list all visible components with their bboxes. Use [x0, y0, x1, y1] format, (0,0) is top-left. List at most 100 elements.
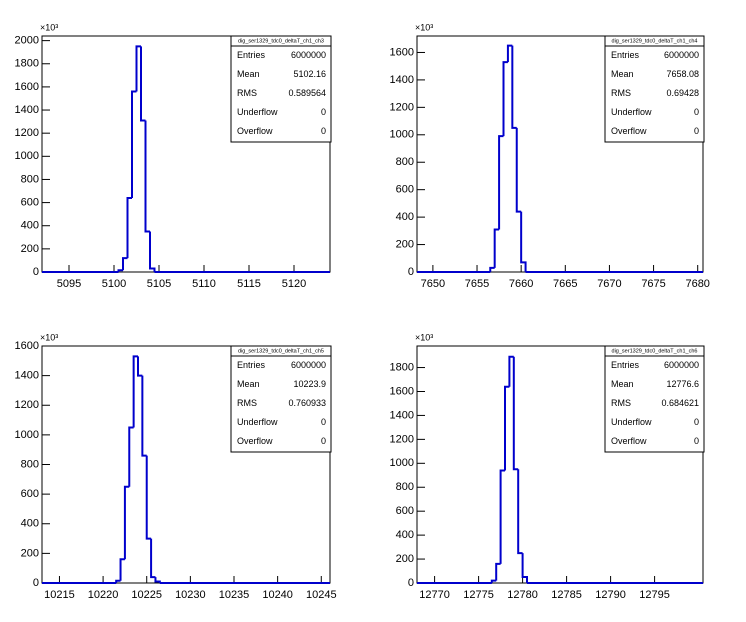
y-tick-label: 400	[396, 529, 414, 541]
x-tick-label: 10245	[306, 589, 337, 601]
y-tick-label: 1400	[15, 104, 39, 116]
x-tick-label: 7655	[465, 278, 489, 290]
y-tick-label: 1600	[15, 340, 39, 352]
stats-label: Mean	[237, 379, 260, 389]
x-tick-label: 7650	[421, 278, 445, 290]
stats-value: 5102.16	[293, 69, 326, 79]
stats-value: 0.589564	[288, 88, 326, 98]
y-tick-label: 800	[21, 458, 39, 470]
y-tick-label: 0	[33, 266, 39, 278]
y-tick-label: 2000	[15, 35, 39, 47]
stats-value: 0.684621	[661, 398, 699, 408]
stats-value: 0	[694, 417, 699, 427]
stats-value: 0	[694, 436, 699, 446]
y-tick-label: 200	[21, 547, 39, 559]
stats-box	[230, 35, 332, 143]
stats-value: 10223.9	[293, 379, 326, 389]
y-tick-label: 600	[396, 505, 414, 517]
y-multiplier: ×10³	[415, 332, 433, 342]
stats-label: RMS	[237, 88, 257, 98]
x-tick-label: 10230	[175, 589, 206, 601]
stats-label: Entries	[237, 360, 266, 370]
x-tick-label: 10235	[219, 589, 250, 601]
histogram-bin	[499, 469, 505, 564]
histogram-bin	[115, 579, 121, 583]
stats-value: 0	[694, 107, 699, 117]
stats-value: 0	[321, 126, 326, 136]
stats-label: Entries	[611, 50, 640, 60]
y-tick-label: 600	[21, 196, 39, 208]
y-tick-label: 1000	[390, 129, 414, 141]
stats-box	[230, 345, 332, 453]
stats-box	[604, 345, 705, 453]
x-tick-label: 5120	[282, 278, 306, 290]
stats-label: Mean	[611, 379, 634, 389]
y-tick-label: 0	[33, 577, 39, 589]
histogram-bin	[126, 196, 132, 259]
stats-title: dig_ser1329_tdc0_deltaT_ch1_ch6	[612, 348, 698, 354]
y-tick-label: 1400	[390, 74, 414, 86]
histogram-bin	[144, 120, 150, 233]
histogram-bin	[123, 485, 130, 560]
stats-label: Underflow	[237, 417, 278, 427]
histogram-bin	[511, 45, 517, 129]
y-tick-label: 1200	[390, 101, 414, 113]
y-tick-label: 600	[396, 184, 414, 196]
histogram-bin	[131, 90, 137, 198]
y-tick-label: 400	[396, 211, 414, 223]
stats-value: 6000000	[664, 360, 699, 370]
histogram-bin	[517, 469, 523, 555]
histogram-bin	[140, 46, 146, 122]
y-multiplier: ×10³	[40, 22, 58, 32]
histogram-bin	[520, 211, 527, 272]
histogram-bin	[495, 562, 501, 581]
y-tick-label: 400	[21, 220, 39, 232]
stats-value: 0.69428	[666, 88, 699, 98]
y-tick-label: 400	[21, 518, 39, 530]
x-tick-label: 7660	[509, 278, 533, 290]
x-tick-label: 7680	[685, 278, 709, 290]
stats-value: 6000000	[291, 50, 326, 60]
y-tick-label: 800	[396, 481, 414, 493]
y-multiplier: ×10³	[415, 22, 433, 32]
x-tick-label: 5115	[237, 278, 261, 290]
stats-value: 6000000	[664, 50, 699, 60]
histogram-bin	[137, 356, 143, 377]
stats-title: dig_ser1329_tdc0_deltaT_ch1_ch4	[612, 38, 698, 44]
y-tick-label: 1400	[390, 409, 414, 421]
y-tick-label: 1200	[390, 433, 414, 445]
y-tick-label: 200	[396, 238, 414, 250]
stats-label: Mean	[611, 69, 634, 79]
stats-label: Overflow	[611, 126, 647, 136]
y-tick-label: 1000	[15, 150, 39, 162]
stats-label: RMS	[611, 398, 631, 408]
stats-value: 0	[321, 107, 326, 117]
x-tick-label: 10220	[88, 589, 119, 601]
stats-label: RMS	[611, 88, 631, 98]
y-tick-label: 1400	[15, 370, 39, 382]
histogram-bin	[119, 558, 125, 581]
stats-label: Underflow	[237, 107, 278, 117]
histogram-bin	[521, 553, 528, 583]
histogram-bin	[150, 538, 156, 579]
stats-value: 12776.6	[666, 379, 699, 389]
x-tick-label: 12790	[595, 589, 626, 601]
x-tick-label: 10215	[44, 589, 75, 601]
x-tick-label: 12785	[551, 589, 582, 601]
y-tick-label: 0	[408, 577, 414, 589]
x-tick-label: 5110	[192, 278, 216, 290]
histogram-bin	[145, 455, 152, 540]
stats-label: Underflow	[611, 107, 652, 117]
stats-value: 7658.08	[666, 69, 699, 79]
stats-label: Overflow	[237, 126, 273, 136]
y-tick-label: 1200	[15, 399, 39, 411]
x-tick-label: 7665	[553, 278, 577, 290]
y-tick-label: 800	[396, 156, 414, 168]
stats-label: Entries	[237, 50, 266, 60]
histogram-bin	[490, 579, 497, 583]
histogram-bin	[515, 127, 522, 213]
histogram-bin	[512, 356, 519, 471]
x-tick-label: 12795	[639, 589, 670, 601]
x-tick-label: 10225	[131, 589, 162, 601]
